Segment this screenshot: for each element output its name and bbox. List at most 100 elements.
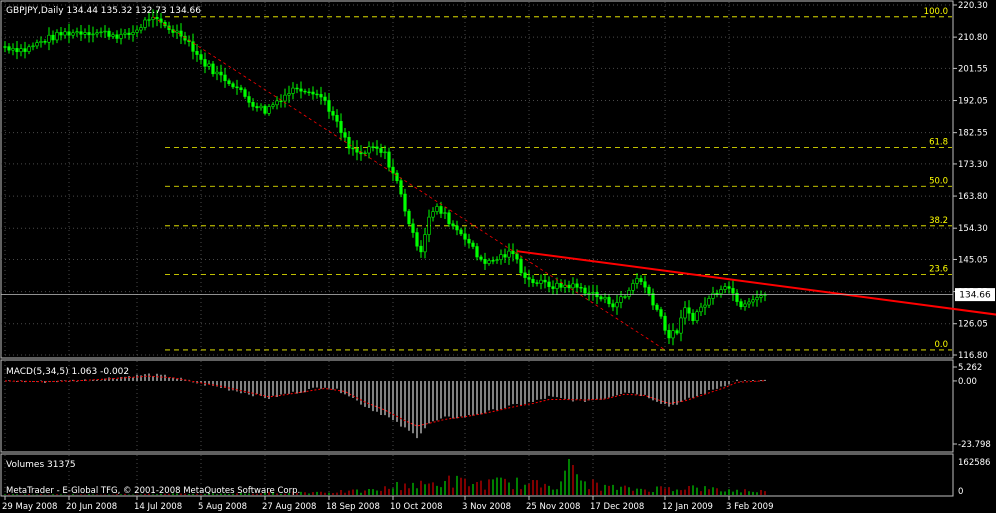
candle-body	[407, 210, 411, 225]
candle-body	[523, 272, 527, 278]
candle-body	[227, 80, 231, 85]
candle-body	[239, 87, 243, 90]
candle-body	[11, 48, 15, 51]
price-tick-label: 182.55	[958, 129, 988, 139]
candle-body	[691, 312, 695, 322]
candle-body	[147, 19, 151, 21]
candle-body	[467, 238, 471, 244]
candle-body	[695, 311, 699, 322]
candle-body	[515, 253, 519, 260]
candle-body	[51, 34, 55, 41]
candle-body	[715, 292, 719, 295]
time-tick-label: 29 May 2008	[2, 502, 57, 512]
candle-body	[587, 292, 591, 295]
candle-body	[387, 151, 391, 168]
candle-body	[263, 105, 267, 114]
candle-body	[723, 286, 727, 290]
copyright-text: MetaTrader - E-Global TFG, © 2001-2008 M…	[6, 486, 300, 496]
candle-body	[703, 304, 707, 308]
candle-body	[547, 281, 551, 287]
candle-body	[91, 33, 95, 36]
candle-body	[235, 86, 239, 89]
time-tick-label: 14 Jul 2008	[134, 502, 182, 512]
candle-body	[539, 279, 543, 284]
candle-body	[747, 301, 751, 305]
candle-body	[391, 166, 395, 174]
candle-body	[651, 293, 655, 306]
candle-body	[115, 34, 119, 39]
candle-body	[707, 298, 711, 306]
candle-body	[499, 254, 503, 260]
chart-title: GBPJPY,Daily 134.44 135.32 132.73 134.66	[6, 6, 201, 16]
price-tick-label: 210.80	[958, 33, 988, 43]
candle-body	[319, 94, 323, 98]
candle-body	[415, 232, 419, 247]
candle-body	[259, 105, 263, 109]
candle-body	[459, 229, 463, 235]
volume-indicator: 162586 0	[4, 458, 990, 497]
current-price-tag	[955, 288, 995, 302]
candle-body	[39, 41, 43, 43]
candle-body	[347, 136, 351, 149]
price-tick-label: 192.05	[958, 97, 988, 107]
candle-body	[403, 193, 407, 212]
candle-body	[439, 206, 443, 214]
candle-body	[427, 216, 431, 235]
fibonacci-levels: 100.0 61.8 50.0 38.2 23.6 0.0	[165, 7, 952, 351]
fib-level-label: 38.2	[929, 216, 948, 226]
macd-label: MACD(5,34,5) 1.063 -0.002	[6, 367, 129, 377]
candle-body	[207, 63, 211, 67]
candle-body	[107, 30, 111, 37]
candle-body	[551, 286, 555, 289]
candle-body	[583, 287, 587, 294]
candle-body	[295, 87, 299, 90]
candle-body	[679, 317, 683, 334]
candle-body	[311, 91, 315, 95]
candle-body	[55, 32, 59, 41]
candle-body	[643, 281, 647, 288]
candle-body	[339, 121, 343, 133]
macd-indicator: 5.262 0.00 -23.798	[4, 363, 991, 450]
candle-body	[255, 106, 259, 109]
candle-body	[191, 41, 195, 52]
candle-body	[351, 147, 355, 150]
candle-body	[71, 32, 75, 36]
candle-body	[535, 282, 539, 284]
volume-label: Volumes 31375	[6, 460, 76, 470]
candle-body	[327, 100, 331, 112]
time-tick-label: 25 Nov 2008	[526, 502, 580, 512]
candle-body	[471, 242, 475, 247]
time-tick-label: 10 Oct 2008	[390, 502, 443, 512]
price-tick-label: 163.80	[958, 192, 988, 202]
candle-body	[371, 146, 375, 148]
candle-body	[99, 31, 103, 34]
price-tick-label: 116.80	[958, 351, 988, 361]
candle-body	[731, 288, 735, 294]
candle-body	[135, 29, 139, 33]
candle-body	[383, 151, 387, 154]
candle-body	[59, 32, 63, 36]
volume-tick-label: 0	[958, 487, 963, 497]
time-tick-label: 5 Aug 2008	[198, 502, 247, 512]
candle-body	[19, 48, 23, 53]
candle-body	[215, 71, 219, 75]
candle-body	[411, 223, 415, 233]
candle-body	[15, 48, 19, 53]
candle-body	[507, 250, 511, 258]
candle-body	[375, 146, 379, 149]
candle-body	[571, 283, 575, 289]
candle-body	[711, 292, 715, 299]
fib-level-label: 100.0	[924, 7, 948, 17]
time-tick-label: 20 Jun 2008	[66, 502, 117, 512]
candle-body	[271, 104, 275, 107]
candle-body	[279, 100, 283, 102]
candle-body	[27, 46, 31, 52]
time-tick-label: 27 Aug 2008	[262, 502, 316, 512]
candle-body	[431, 211, 435, 218]
grid	[1, 2, 953, 495]
candle-body	[219, 71, 223, 76]
candle-body	[447, 212, 451, 225]
candle-body	[475, 246, 479, 258]
